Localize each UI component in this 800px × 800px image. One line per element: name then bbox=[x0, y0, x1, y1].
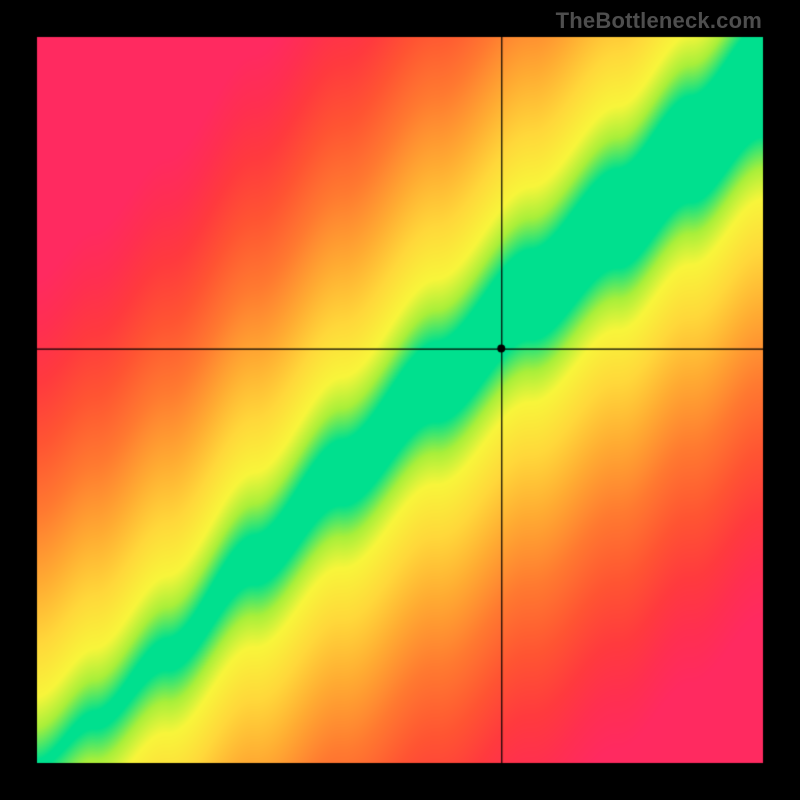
heatmap-chart bbox=[36, 36, 764, 764]
heatmap-canvas bbox=[36, 36, 764, 764]
watermark-text: TheBottleneck.com bbox=[556, 8, 762, 34]
